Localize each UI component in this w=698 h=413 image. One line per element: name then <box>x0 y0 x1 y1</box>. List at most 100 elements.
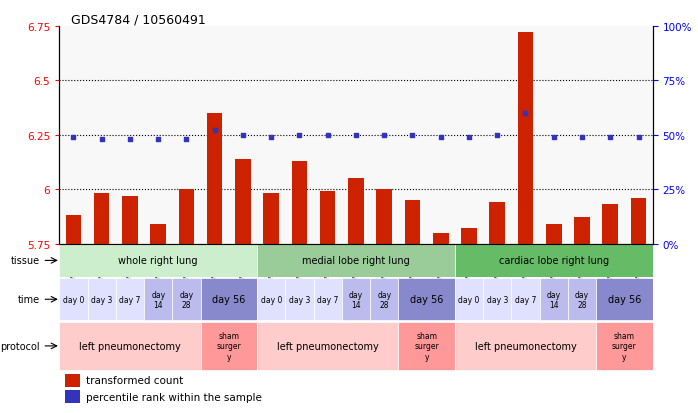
FancyBboxPatch shape <box>59 323 200 370</box>
Text: GDS4784 / 10560491: GDS4784 / 10560491 <box>71 14 206 27</box>
Point <box>96 136 107 143</box>
FancyBboxPatch shape <box>455 323 596 370</box>
FancyBboxPatch shape <box>313 278 342 320</box>
Bar <box>66 216 81 244</box>
Bar <box>122 196 138 244</box>
Text: day 7: day 7 <box>119 295 141 304</box>
FancyBboxPatch shape <box>172 278 200 320</box>
Text: day 56: day 56 <box>608 294 641 304</box>
Text: day 56: day 56 <box>212 294 246 304</box>
Text: left pneumonectomy: left pneumonectomy <box>277 341 378 351</box>
Bar <box>518 33 533 244</box>
Point <box>322 132 334 139</box>
Text: tissue: tissue <box>10 256 40 266</box>
FancyBboxPatch shape <box>455 244 653 277</box>
Point <box>407 132 418 139</box>
Text: day 0: day 0 <box>63 295 84 304</box>
Text: day 3: day 3 <box>91 295 112 304</box>
FancyBboxPatch shape <box>568 278 596 320</box>
Point <box>181 136 192 143</box>
Point <box>124 136 135 143</box>
Bar <box>574 218 590 244</box>
Point <box>209 128 221 134</box>
FancyBboxPatch shape <box>200 323 257 370</box>
Text: protocol: protocol <box>0 341 40 351</box>
FancyBboxPatch shape <box>596 278 653 320</box>
Text: left pneumonectomy: left pneumonectomy <box>79 341 181 351</box>
Text: day
14: day 14 <box>349 290 363 309</box>
FancyBboxPatch shape <box>59 278 87 320</box>
Bar <box>376 190 392 244</box>
Text: day 7: day 7 <box>317 295 339 304</box>
FancyBboxPatch shape <box>455 278 483 320</box>
Text: day 0: day 0 <box>260 295 282 304</box>
FancyBboxPatch shape <box>370 278 399 320</box>
Bar <box>66 391 80 403</box>
Text: day 7: day 7 <box>515 295 536 304</box>
FancyBboxPatch shape <box>399 323 455 370</box>
FancyBboxPatch shape <box>342 278 370 320</box>
Text: day 3: day 3 <box>289 295 310 304</box>
FancyBboxPatch shape <box>399 278 455 320</box>
Point <box>68 134 79 141</box>
Bar <box>546 224 561 244</box>
Bar <box>631 198 646 244</box>
Point <box>633 134 644 141</box>
Text: transformed count: transformed count <box>86 375 184 385</box>
Bar <box>461 229 477 244</box>
Text: left pneumonectomy: left pneumonectomy <box>475 341 577 351</box>
Point <box>266 134 277 141</box>
Point <box>378 132 389 139</box>
Text: day
14: day 14 <box>151 290 165 309</box>
Text: time: time <box>17 294 40 304</box>
Bar <box>66 374 80 387</box>
FancyBboxPatch shape <box>87 278 116 320</box>
Text: sham
surger
y: sham surger y <box>414 331 439 361</box>
Bar <box>602 205 618 244</box>
FancyBboxPatch shape <box>257 278 285 320</box>
Bar <box>179 190 194 244</box>
FancyBboxPatch shape <box>116 278 144 320</box>
Bar <box>405 201 420 244</box>
FancyBboxPatch shape <box>512 278 540 320</box>
Bar <box>151 224 166 244</box>
Text: day
28: day 28 <box>575 290 589 309</box>
Text: sham
surger
y: sham surger y <box>216 331 242 361</box>
FancyBboxPatch shape <box>483 278 512 320</box>
FancyBboxPatch shape <box>200 278 257 320</box>
FancyBboxPatch shape <box>285 278 313 320</box>
Text: whole right lung: whole right lung <box>119 256 198 266</box>
FancyBboxPatch shape <box>59 244 257 277</box>
Text: day 0: day 0 <box>459 295 480 304</box>
Bar <box>263 194 279 244</box>
FancyBboxPatch shape <box>596 323 653 370</box>
Point <box>604 134 616 141</box>
Bar <box>433 233 449 244</box>
FancyBboxPatch shape <box>144 278 172 320</box>
Bar <box>348 179 364 244</box>
FancyBboxPatch shape <box>257 244 455 277</box>
Bar <box>489 203 505 244</box>
FancyBboxPatch shape <box>257 323 399 370</box>
Text: sham
surger
y: sham surger y <box>612 331 637 361</box>
Bar <box>207 114 223 244</box>
Text: cardiac lobe right lung: cardiac lobe right lung <box>498 256 609 266</box>
Point <box>548 134 559 141</box>
Point <box>294 132 305 139</box>
Point <box>577 134 588 141</box>
Point <box>237 132 248 139</box>
Bar <box>320 192 336 244</box>
Bar <box>94 194 110 244</box>
Point <box>520 110 531 117</box>
Text: day
14: day 14 <box>547 290 560 309</box>
Bar <box>292 161 307 244</box>
Point <box>463 134 475 141</box>
Point <box>350 132 362 139</box>
Text: medial lobe right lung: medial lobe right lung <box>302 256 410 266</box>
Text: percentile rank within the sample: percentile rank within the sample <box>86 392 262 402</box>
Text: day 56: day 56 <box>410 294 443 304</box>
Bar <box>235 159 251 244</box>
Point <box>153 136 164 143</box>
Text: day
28: day 28 <box>377 290 392 309</box>
Point <box>435 134 446 141</box>
